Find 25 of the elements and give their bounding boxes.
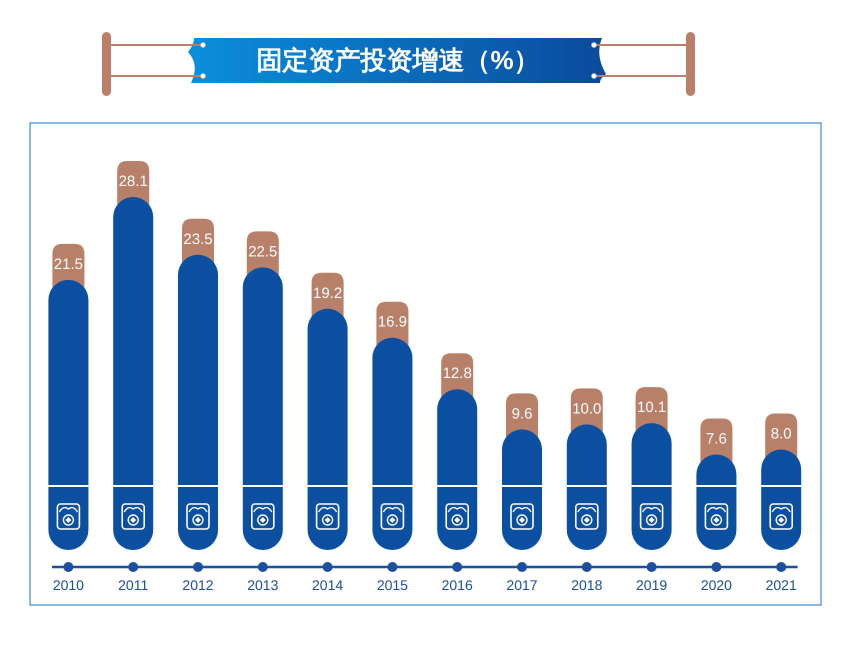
data-label: 12.8: [442, 365, 472, 382]
data-label: 21.5: [54, 256, 83, 273]
data-label: 16.9: [378, 314, 407, 331]
data-label: 9.6: [512, 405, 532, 422]
x-tick-label: 2011: [118, 577, 148, 593]
data-label: 23.5: [183, 230, 213, 248]
x-tick-label: 2015: [376, 577, 408, 593]
data-label: 19.2: [313, 284, 342, 302]
data-label: 22.5: [248, 243, 278, 260]
x-tick-label: 2013: [247, 577, 278, 593]
data-label: 8.0: [770, 426, 792, 442]
x-tick-label: 2010: [52, 577, 84, 593]
data-label: 28.1: [118, 173, 148, 190]
x-tick-label: 2018: [571, 577, 602, 593]
title: 固定资产投资增速（%）: [256, 45, 540, 75]
x-tick-label: 2017: [506, 577, 538, 593]
data-label: 10.0: [572, 400, 602, 418]
x-tick-label: 2014: [312, 577, 344, 593]
x-tick-label: 2021: [766, 577, 797, 593]
data-label: 7.6: [706, 430, 727, 448]
x-tick-label: 2019: [636, 577, 668, 593]
data-label: 10.1: [637, 399, 666, 416]
x-tick-label: 2016: [442, 577, 473, 593]
x-tick-label: 2012: [182, 577, 214, 593]
x-tick-label: 2020: [700, 577, 732, 593]
